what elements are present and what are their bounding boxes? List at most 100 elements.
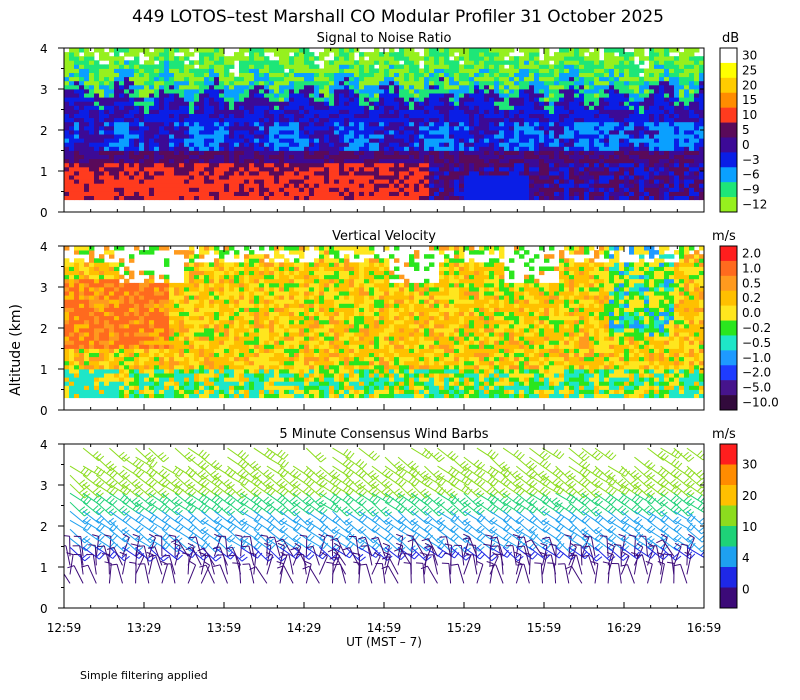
snr-cell	[69, 93, 75, 98]
snr-cell	[629, 146, 635, 151]
snr-cell	[679, 142, 685, 147]
vv-cell	[79, 373, 85, 378]
snr-cell	[79, 138, 85, 143]
snr-cell	[684, 64, 690, 69]
snr-cell	[94, 146, 100, 151]
snr-cell	[359, 195, 365, 201]
snr-cell	[504, 84, 510, 90]
snr-cell	[289, 105, 295, 110]
snr-cell	[344, 48, 350, 53]
snr-cell	[184, 171, 190, 176]
snr-cell	[504, 130, 510, 135]
snr-cell	[594, 68, 600, 73]
snr-cell	[259, 171, 265, 176]
snr-cell	[434, 117, 440, 123]
snr-cell	[84, 191, 90, 196]
snr-cell	[374, 195, 380, 201]
snr-cell	[374, 97, 380, 102]
snr-cell	[384, 142, 390, 147]
snr-cell	[444, 162, 450, 168]
snr-cell	[184, 64, 190, 69]
snr-cell	[534, 125, 540, 131]
snr-cell	[294, 64, 300, 69]
snr-cell	[554, 52, 560, 57]
snr-cell	[254, 64, 260, 69]
snr-cell	[634, 101, 640, 106]
snr-cell	[524, 191, 530, 196]
snr-cell	[589, 64, 595, 69]
snr-cell	[169, 93, 175, 98]
snr-cell	[674, 76, 680, 82]
snr-cell	[499, 195, 505, 201]
snr-cell	[264, 146, 270, 151]
snr-cell	[389, 72, 395, 78]
snr-cell	[369, 125, 375, 131]
snr-cell	[329, 80, 335, 86]
snr-cell	[644, 93, 650, 98]
snr-cell	[179, 109, 185, 114]
snr-cell	[484, 101, 490, 106]
snr-cell	[494, 134, 500, 139]
snr-cell	[204, 162, 210, 168]
snr-cell	[594, 52, 600, 57]
snr-cell	[584, 138, 590, 143]
snr-cell	[544, 138, 550, 143]
snr-cell	[629, 97, 635, 102]
snr-cell	[459, 158, 465, 164]
snr-cell	[284, 101, 290, 106]
snr-cell	[694, 162, 700, 168]
snr-cell	[269, 113, 275, 119]
snr-cell	[544, 101, 550, 106]
snr-cell	[239, 97, 245, 102]
snr-cell	[134, 130, 140, 135]
snr-cell	[679, 158, 685, 164]
snr-cell	[534, 121, 540, 127]
snr-cell	[664, 76, 670, 82]
snr-cell	[544, 76, 550, 82]
snr-cell	[164, 158, 170, 164]
snr-cell	[289, 97, 295, 102]
snr-cell	[604, 138, 610, 143]
snr-cell	[184, 134, 190, 139]
snr-cell	[429, 183, 435, 188]
snr-cell	[264, 195, 270, 201]
snr-cell	[314, 80, 320, 86]
snr-cell	[284, 130, 290, 135]
snr-cell	[669, 84, 675, 90]
snr-cell	[699, 175, 704, 180]
snr-cell	[179, 93, 185, 98]
snr-cell	[569, 195, 575, 201]
snr-cell	[159, 183, 165, 188]
snr-cell	[164, 142, 170, 147]
snr-cell	[594, 84, 600, 90]
snr-cell	[424, 109, 430, 114]
snr-cell	[314, 76, 320, 82]
snr-cell	[489, 125, 495, 131]
snr-cell	[134, 134, 140, 139]
snr-cell	[389, 162, 395, 168]
snr-cell	[414, 130, 420, 135]
snr-cell	[184, 162, 190, 168]
snr-cell	[94, 109, 100, 114]
snr-cell	[224, 179, 230, 184]
vv-cell	[94, 315, 100, 321]
snr-cell	[389, 183, 395, 188]
snr-cell	[659, 162, 665, 168]
snr-cell	[294, 191, 300, 196]
snr-cell	[519, 175, 525, 180]
snr-cell	[194, 142, 200, 147]
snr-cell	[309, 130, 315, 135]
snr-cell	[399, 64, 405, 69]
snr-cell	[594, 154, 600, 160]
snr-cell	[564, 179, 570, 184]
snr-cell	[134, 142, 140, 147]
snr-cell	[154, 179, 160, 184]
snr-cell	[89, 60, 95, 65]
snr-cell	[694, 138, 700, 143]
snr-cell	[614, 72, 620, 78]
snr-cell	[419, 138, 425, 143]
snr-cell	[164, 130, 170, 135]
snr-cell	[649, 142, 655, 147]
snr-cell	[244, 60, 250, 65]
vv-cell	[74, 311, 80, 317]
